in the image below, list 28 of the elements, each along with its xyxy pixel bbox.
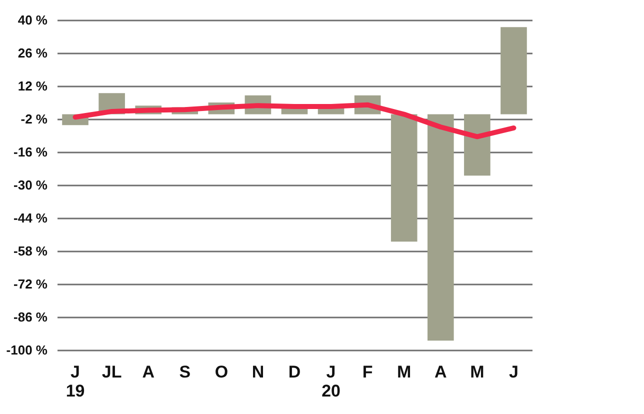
bar [428,114,454,341]
x-tick-label: M [397,362,412,382]
y-tick-label: -30 % [14,178,48,192]
x-tick-label: S [179,362,191,382]
x-tick-label: JL [102,362,122,382]
x-tick-label: J [508,362,518,382]
y-tick-label: 26 % [18,46,48,60]
y-tick-label: 40 % [18,12,48,28]
x-tick-label: A [434,362,447,382]
y-tick-label: -16 % [14,144,48,160]
y-tick-label: -86 % [14,310,48,324]
y-tick-label: -72 % [14,276,48,292]
y-tick-label: -100 % [6,342,48,358]
x-tick-label: J 19 [66,362,85,400]
y-tick-label: 12 % [18,78,48,94]
x-tick-label: O [214,362,228,382]
x-tick-label: F [362,362,373,382]
y-tick-label: -58 % [14,244,48,258]
bar [390,114,418,242]
x-tick-label: M [470,362,484,382]
x-tick-label: A [142,362,154,382]
x-tick-label: D [288,362,301,382]
y-tick-label: -2 % [20,112,48,126]
x-tick-label: N [252,362,264,382]
bar [464,114,490,176]
y-tick-label: -44 % [14,210,48,226]
x-tick-label: J 20 [322,362,340,400]
bar [500,27,527,114]
